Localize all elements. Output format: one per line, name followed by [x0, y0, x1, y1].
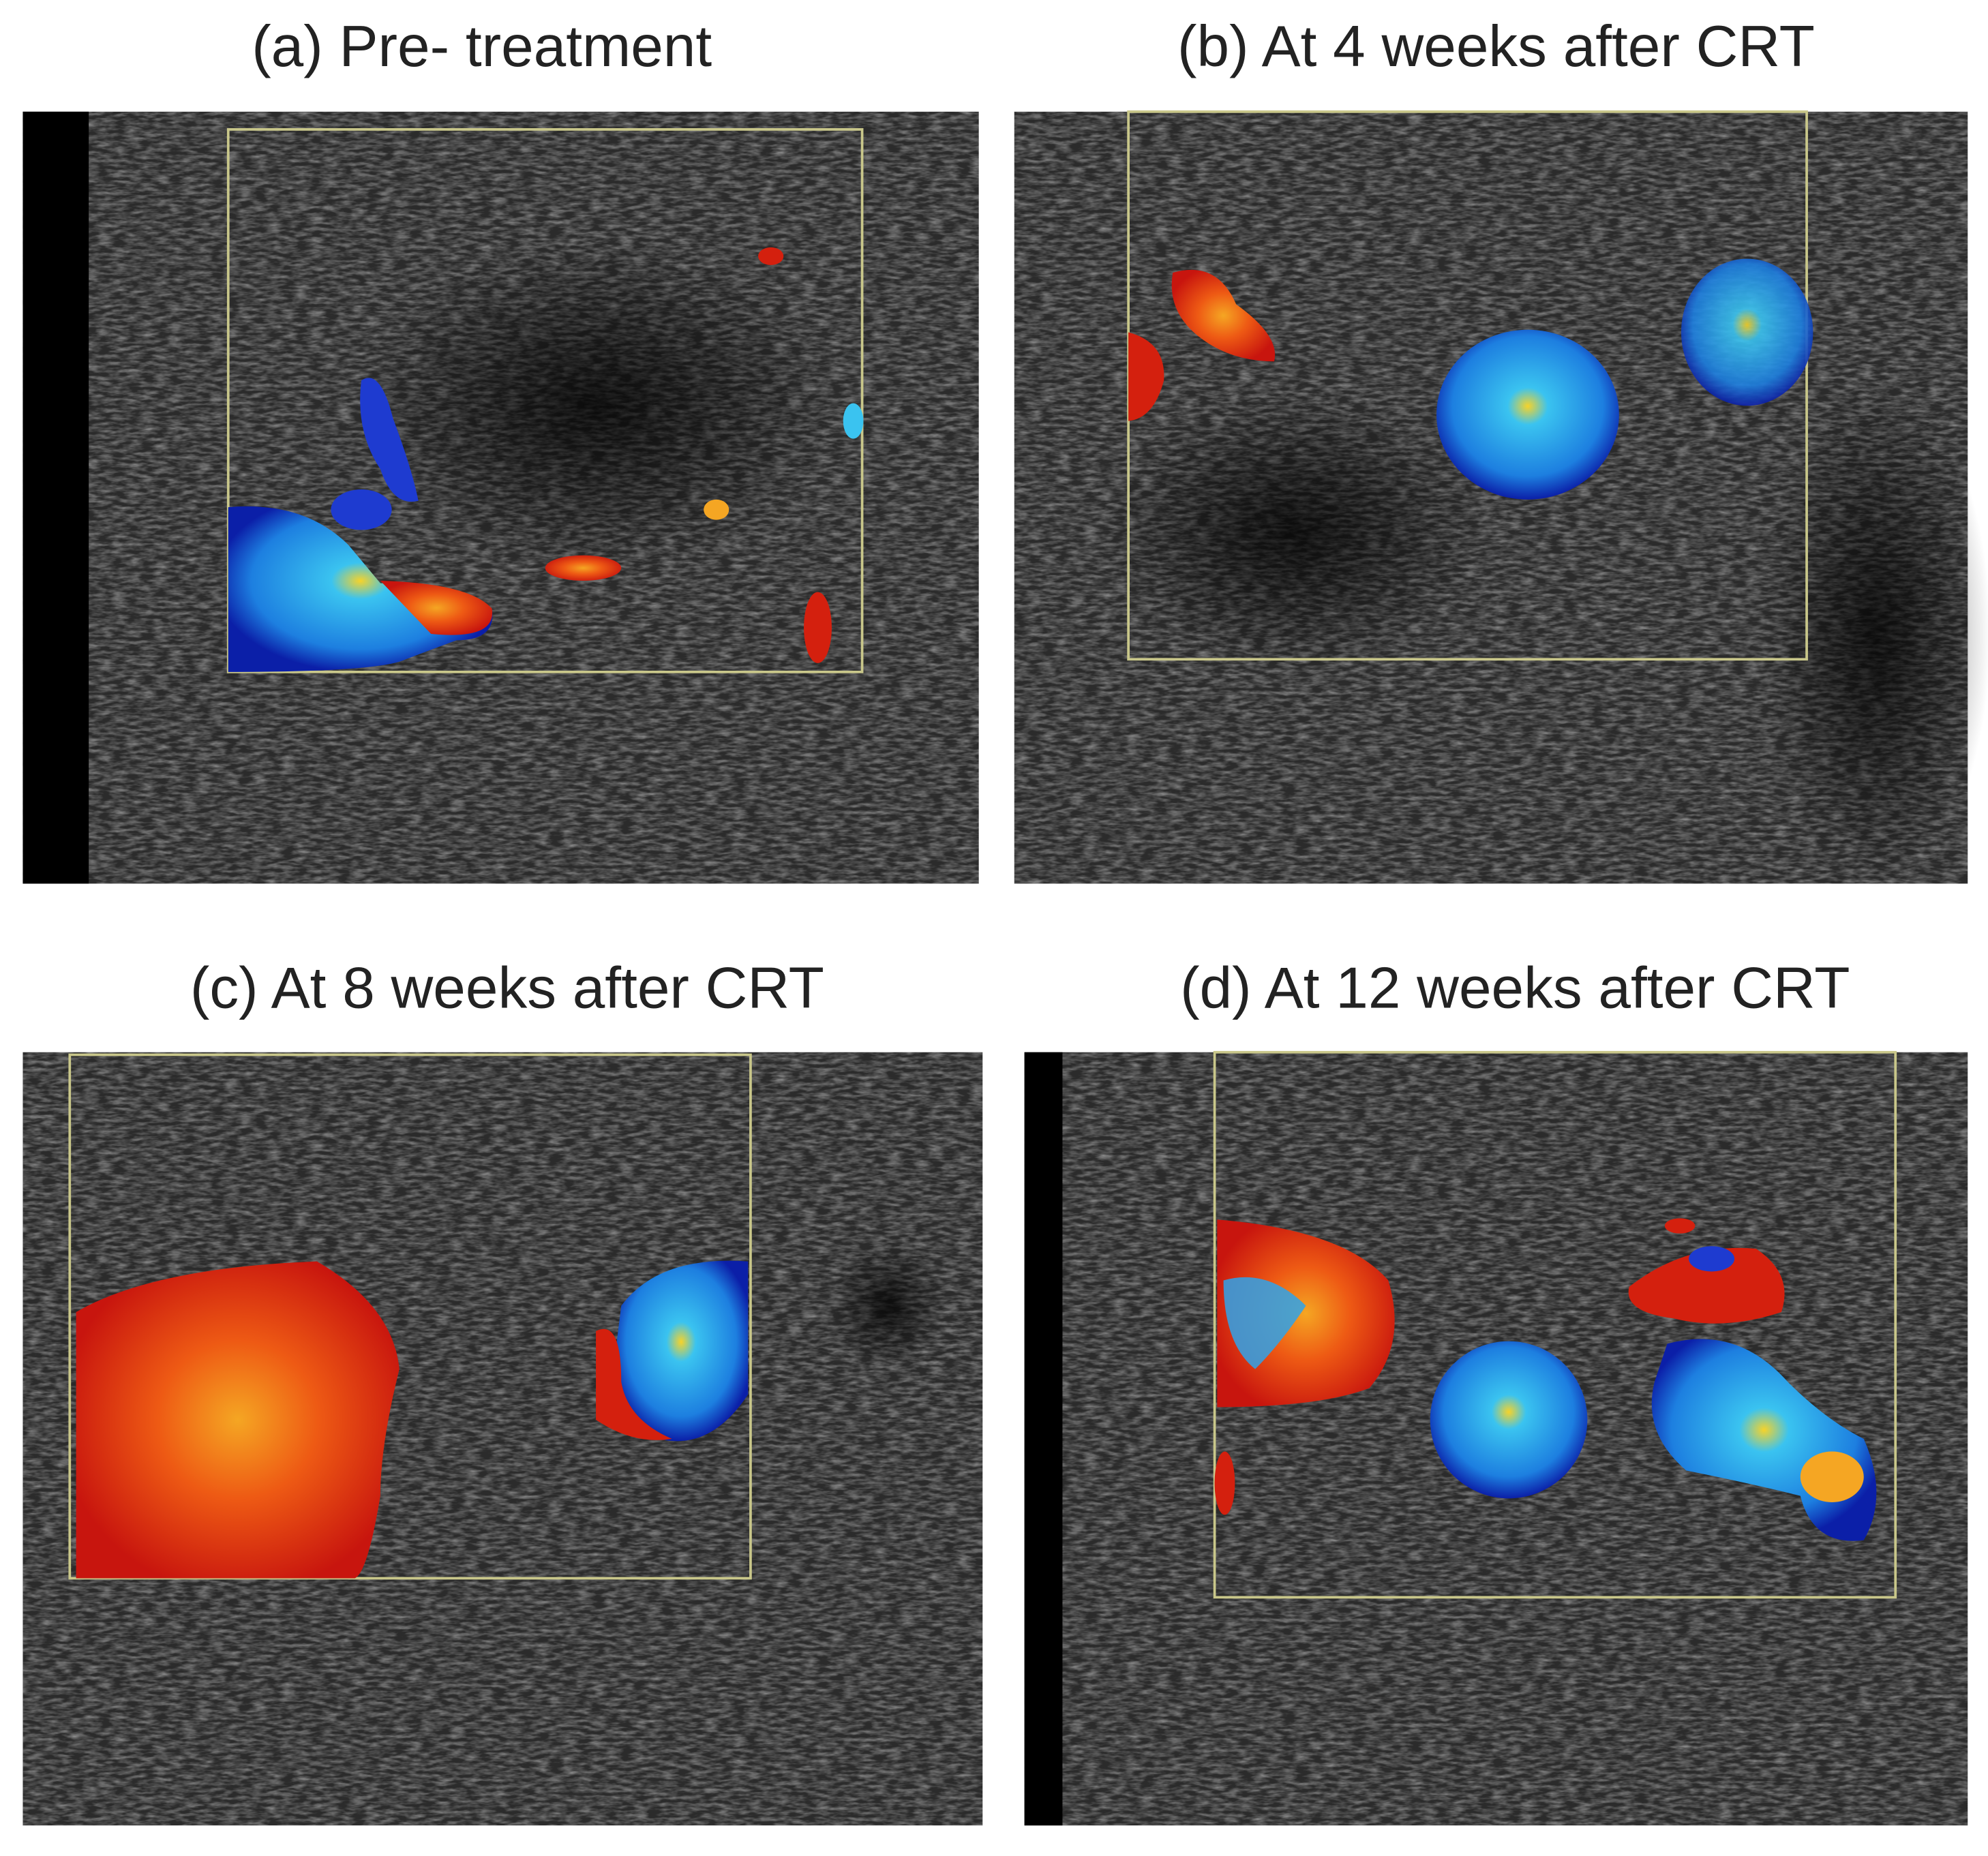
panel-title: (b) At 4 weeks after CRT	[1177, 14, 1815, 79]
panel-title: (a) Pre- treatment	[252, 14, 712, 79]
ultrasound-image	[1014, 110, 1988, 887]
ultrasound-image	[1024, 1050, 1968, 1826]
panel-title: (d) At 12 weeks after CRT	[1180, 956, 1850, 1021]
panel-title: (c) At 8 weeks after CRT	[190, 956, 824, 1021]
ultrasound-image	[22, 111, 979, 884]
ultrasound-image	[22, 1052, 983, 1826]
